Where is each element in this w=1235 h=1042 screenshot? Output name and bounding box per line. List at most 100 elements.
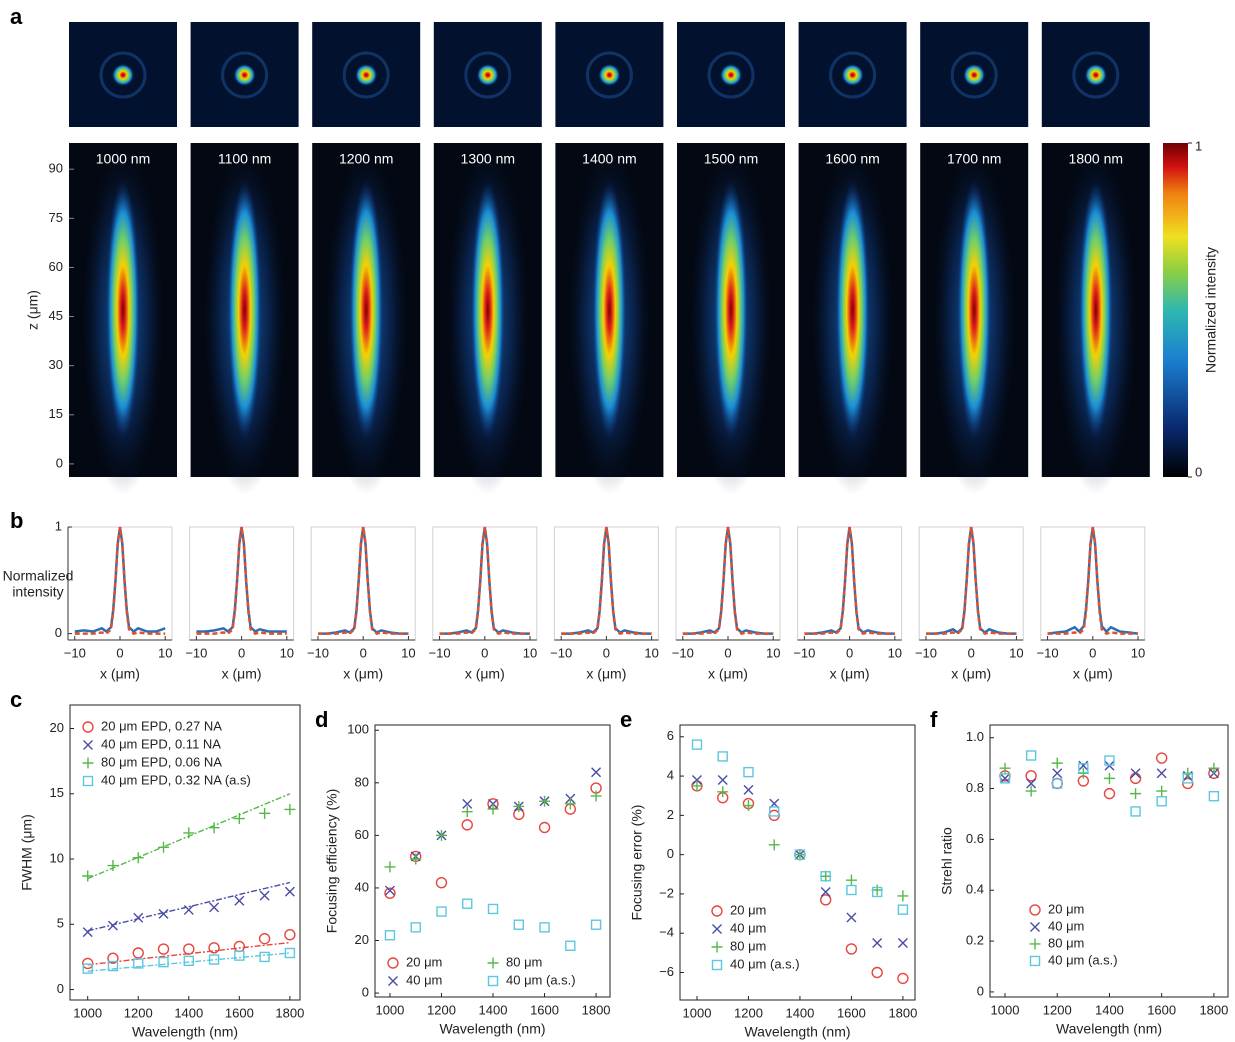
y-tick-label: 0.8 xyxy=(966,780,984,795)
y-tick-label: 15 xyxy=(50,785,64,800)
data-point xyxy=(157,943,170,955)
legend-label: 40 μm (a.s.) xyxy=(1048,952,1118,967)
data-point xyxy=(183,943,195,955)
plot-frame xyxy=(918,526,1024,641)
data-point xyxy=(183,904,194,915)
x-tick-label: −10 xyxy=(672,645,694,660)
x-tick-label: −10 xyxy=(915,645,937,660)
x-axis-label: x (μm) xyxy=(222,666,262,682)
plot-frame xyxy=(67,526,173,641)
data-point xyxy=(717,751,728,762)
focal-spot xyxy=(963,64,986,86)
data-point xyxy=(846,884,857,896)
x-tick-label: 1000 xyxy=(73,1005,102,1020)
legend-label: 80 μm xyxy=(1048,935,1084,950)
x-tick-label: 1400 xyxy=(785,1005,814,1020)
data-point xyxy=(258,932,271,945)
y-tick-label: 75 xyxy=(49,210,63,225)
legend-marker xyxy=(711,959,723,971)
data-point xyxy=(384,885,395,896)
y-axis-label: Normalized xyxy=(3,568,74,584)
colorbar-tick-label: 0 xyxy=(1195,464,1202,479)
intensity-line xyxy=(1047,526,1138,635)
data-point xyxy=(1130,806,1141,817)
x-tick-label: −10 xyxy=(307,645,329,660)
plot-frame xyxy=(679,724,916,1001)
data-point xyxy=(1130,768,1141,779)
x-tick-label: 1000 xyxy=(683,1005,712,1020)
focal-ring xyxy=(707,51,755,99)
x-tick-label: 10 xyxy=(1131,645,1145,660)
data-point xyxy=(871,884,883,896)
intensity-line xyxy=(196,526,287,634)
x-tick-label: 1800 xyxy=(1199,1002,1228,1017)
y-tick-label: 0.4 xyxy=(966,882,984,897)
intensity-line xyxy=(74,526,166,634)
focal-spot xyxy=(112,64,134,86)
data-point xyxy=(107,960,119,972)
data-point xyxy=(158,841,170,853)
data-point xyxy=(845,874,857,886)
data-point xyxy=(513,919,524,930)
data-point xyxy=(794,849,806,860)
x-axis-label: x (μm) xyxy=(708,666,748,682)
intensity-line xyxy=(682,526,774,635)
x-tick-label: 1200 xyxy=(734,1005,763,1020)
plot-frame xyxy=(797,526,903,641)
intensity-line xyxy=(682,526,774,635)
data-point xyxy=(717,775,728,785)
wavelength-label: 1800 nm xyxy=(1069,151,1123,167)
data-point xyxy=(743,766,754,778)
data-point xyxy=(133,958,144,969)
intensity-line xyxy=(74,526,166,635)
data-point xyxy=(590,790,602,802)
y-axis-label: FWHM (μm) xyxy=(19,814,35,890)
x-axis-label: x (μm) xyxy=(100,666,140,682)
data-point xyxy=(183,827,195,839)
data-point xyxy=(107,860,119,872)
colorbar-label: Normalized intensity xyxy=(1203,247,1219,373)
beam-core xyxy=(106,180,140,440)
x-tick-label: 1600 xyxy=(1147,1002,1176,1017)
focal-spot xyxy=(1084,64,1107,86)
focal-spot xyxy=(598,64,621,86)
x-tick-label: 10 xyxy=(888,645,902,660)
legend-marker xyxy=(712,924,722,934)
legend-marker xyxy=(1030,921,1040,932)
intensity-line xyxy=(439,526,530,635)
data-point xyxy=(462,798,473,809)
intensity-line xyxy=(561,526,652,635)
y-tick-label: 4 xyxy=(667,768,674,783)
x-tick-label: 1600 xyxy=(225,1005,254,1020)
legend-marker xyxy=(1029,955,1041,967)
legend-marker xyxy=(83,740,93,750)
x-tick-label: 10 xyxy=(280,645,294,660)
data-point xyxy=(81,957,94,970)
x-tick-label: 1400 xyxy=(1095,1002,1124,1017)
plot-frame xyxy=(310,526,416,641)
x-tick-label: 1200 xyxy=(124,1005,153,1020)
y-tick-label: 2 xyxy=(667,807,674,822)
y-tick-label: 0 xyxy=(362,984,369,999)
legend-label: 80 μm xyxy=(506,954,542,969)
legend-label: 40 μm xyxy=(1048,918,1084,933)
data-point xyxy=(183,955,194,967)
data-point xyxy=(259,807,271,819)
data-point xyxy=(410,853,422,865)
x-axis-label: x (μm) xyxy=(830,666,870,682)
focal-spot xyxy=(720,64,742,86)
legend-marker xyxy=(487,975,499,987)
beam-core xyxy=(714,180,748,440)
panel-label: b xyxy=(10,508,23,533)
data-point xyxy=(384,930,396,941)
x-tick-label: 10 xyxy=(644,645,658,660)
beam-core xyxy=(349,180,384,440)
data-point xyxy=(259,890,270,901)
y-tick-label: 1 xyxy=(55,518,62,533)
data-point xyxy=(209,902,220,913)
y-tick-label: 0 xyxy=(57,981,64,996)
data-point xyxy=(1078,760,1089,771)
y-tick-label: 20 xyxy=(50,720,64,735)
data-point xyxy=(819,894,832,906)
plot-frame xyxy=(675,526,781,641)
